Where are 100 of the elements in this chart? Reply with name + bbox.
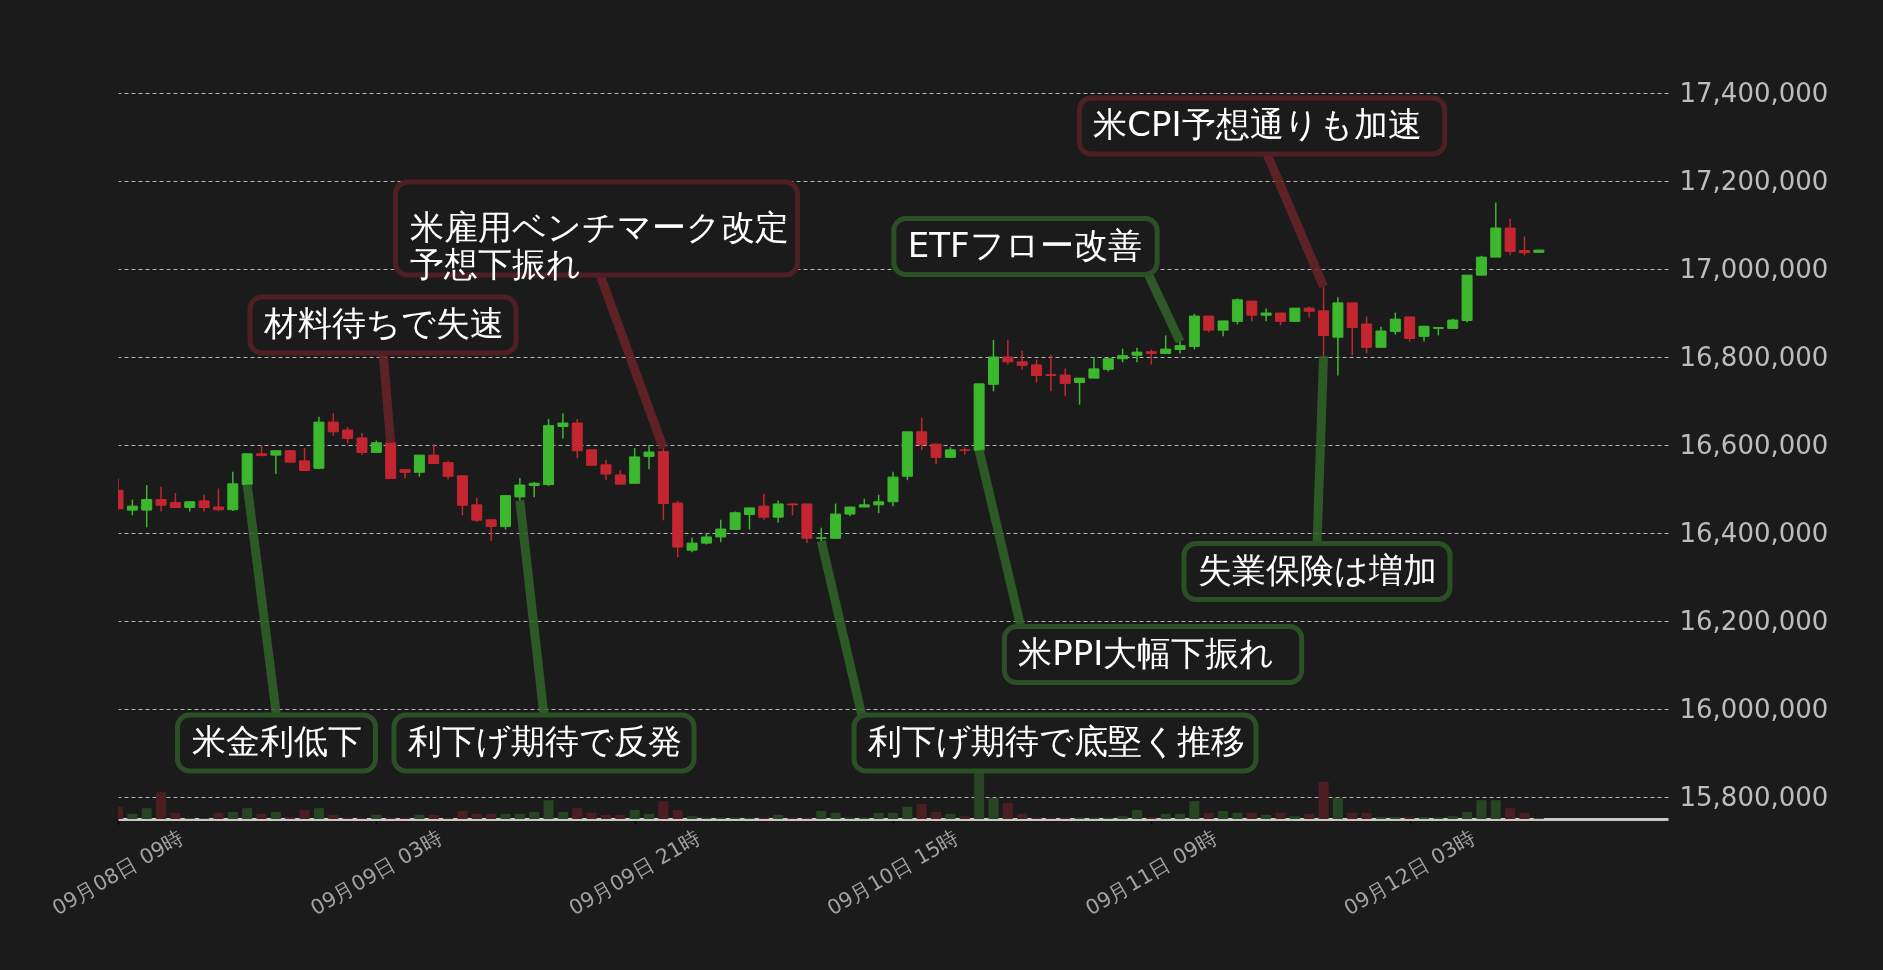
- candlestick: [1088, 356, 1100, 379]
- bar: [1175, 813, 1186, 819]
- bar: [213, 812, 224, 819]
- bar: [644, 813, 655, 819]
- candlestick: [1016, 350, 1028, 371]
- candlestick: [959, 446, 971, 456]
- bar: [1117, 816, 1128, 819]
- bar: [959, 816, 970, 819]
- x-tick-label: 09月09日 21時: [564, 825, 705, 920]
- y-tick-label: 16,000,000: [1679, 693, 1829, 724]
- bar: [127, 813, 138, 819]
- annotation: 米金利低下: [191, 721, 362, 761]
- candlestick: [485, 519, 497, 542]
- candlestick: [299, 447, 311, 472]
- bar: [371, 814, 382, 819]
- annotation: 米CPI予想通りも加速: [1093, 104, 1422, 144]
- annotation: 失業保険は増加: [1198, 549, 1437, 590]
- candlestick: [1504, 218, 1516, 257]
- candlestick: [327, 412, 339, 437]
- bar: [572, 808, 583, 819]
- bar: [672, 810, 683, 819]
- bar: [945, 813, 956, 819]
- bar: [141, 808, 152, 819]
- bar: [931, 811, 942, 819]
- candlestick: [758, 493, 770, 521]
- bar: [1462, 811, 1473, 819]
- y-tick-label: 16,600,000: [1679, 429, 1829, 460]
- bar: [156, 792, 167, 819]
- x-tick-label: 09月11日 09時: [1081, 825, 1222, 920]
- candlestick: [1002, 339, 1014, 366]
- candlestick: [356, 432, 368, 456]
- candlestick: [1375, 325, 1387, 349]
- bar: [1232, 812, 1243, 819]
- y-tick-label: 16,200,000: [1679, 605, 1829, 636]
- bar: [414, 814, 425, 819]
- candlestick: [428, 443, 440, 465]
- bar: [299, 810, 310, 819]
- bar: [1131, 810, 1142, 819]
- bar: [543, 800, 554, 819]
- candlestick: [413, 454, 425, 478]
- y-tick-label: 15,800,000: [1679, 781, 1829, 812]
- bar: [1218, 811, 1229, 819]
- candlestick: [514, 477, 526, 502]
- candlestick: [442, 460, 454, 481]
- bar: [1447, 816, 1458, 819]
- annotation: 米PPI大幅下振れ: [1018, 632, 1275, 673]
- bar: [773, 814, 784, 819]
- bar: [1304, 813, 1315, 819]
- bar: [830, 812, 841, 819]
- bar: [270, 811, 281, 819]
- candlestick: [930, 443, 942, 466]
- annotation: ETFフロー改善: [907, 224, 1142, 265]
- candlestick: [815, 526, 827, 542]
- bar: [586, 812, 597, 819]
- bar: [916, 803, 927, 819]
- candlestick: [873, 493, 885, 514]
- bar: [888, 812, 898, 819]
- bar: [1203, 812, 1214, 819]
- bar: [328, 814, 339, 819]
- candlestick: [772, 499, 784, 524]
- x-tick-label: 09月09日 03時: [306, 825, 447, 920]
- bar: [658, 801, 669, 819]
- bar: [629, 810, 640, 819]
- bar: [1002, 803, 1013, 819]
- candlestick: [916, 416, 928, 452]
- bar: [1519, 812, 1530, 819]
- candlestick: [1031, 358, 1043, 384]
- candlestick: [1059, 367, 1071, 397]
- candlestick: [471, 497, 483, 523]
- candlestick: [270, 449, 282, 475]
- annotation: 利下げ期待で反発: [408, 721, 682, 761]
- candlestick: [1518, 235, 1530, 257]
- candlestick: [1045, 354, 1057, 393]
- bar: [500, 813, 511, 819]
- y-tick-label: 16,800,000: [1679, 341, 1829, 372]
- candlestick: [643, 444, 655, 470]
- candlestick: [743, 507, 755, 531]
- bar: [1017, 813, 1028, 819]
- bar: [816, 811, 827, 819]
- candlestick: [1131, 347, 1143, 364]
- y-tick-label: 17,400,000: [1679, 77, 1829, 108]
- candlestick: [729, 510, 741, 531]
- bar: [1246, 812, 1257, 819]
- candlestick: [155, 486, 167, 513]
- bar: [242, 808, 253, 819]
- candlestick: [557, 412, 569, 440]
- candlestick: [600, 459, 612, 481]
- x-tick-label: 09月10日 15時: [823, 825, 963, 920]
- bar: [428, 814, 439, 819]
- bar: [1490, 800, 1501, 819]
- candlestick: [1160, 334, 1172, 355]
- y-tick-label: 16,400,000: [1679, 517, 1829, 548]
- bar: [514, 813, 525, 819]
- candlestick: [1361, 315, 1373, 355]
- bar: [457, 811, 468, 819]
- bar: [873, 812, 884, 819]
- bar: [529, 811, 540, 819]
- bar: [471, 813, 482, 819]
- candlestick: [212, 487, 224, 512]
- candlestick: [1074, 377, 1086, 406]
